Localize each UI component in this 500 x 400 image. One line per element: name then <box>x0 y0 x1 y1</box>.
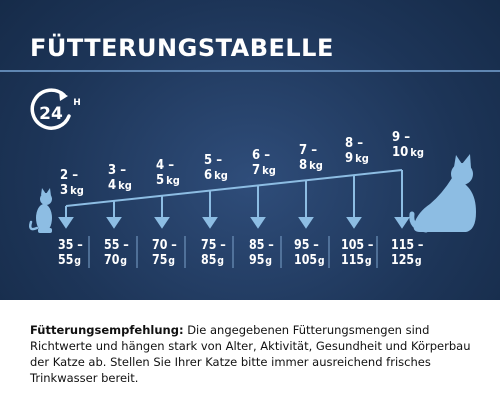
column-dividers <box>88 236 378 268</box>
amount-label: 55 – 70g <box>104 238 129 268</box>
footer-panel: Fütterungsempfehlung: Die angegebenen Fü… <box>0 300 500 400</box>
arrow-group <box>58 170 410 229</box>
large-cat-icon <box>409 154 476 233</box>
page-title: FÜTTERUNGSTABELLE <box>30 34 334 62</box>
24-hour-icon: 24 H <box>30 88 81 130</box>
weight-label: 2 – 3 kg <box>60 168 84 198</box>
weight-label: 5 – 6 kg <box>204 153 228 183</box>
weight-label: 4 – 5 kg <box>156 158 180 188</box>
24-hour-suffix: H <box>73 98 81 108</box>
feeding-infographic <box>29 154 476 268</box>
amount-label: 35 – 55g <box>58 238 83 268</box>
weight-label: 6 – 7 kg <box>252 148 276 178</box>
small-cat-icon <box>29 188 52 233</box>
amount-label: 105 – 115g <box>341 238 374 268</box>
weight-label: 8 – 9 kg <box>345 136 369 166</box>
weight-label: 3 – 4 kg <box>108 163 132 193</box>
recommendation-label: Fütterungsempfehlung: <box>30 323 184 337</box>
24-hour-number: 24 <box>39 104 63 124</box>
amount-label: 95 – 105g <box>294 238 325 268</box>
recommendation-text: Die angegebenen Fütterungsmengen sind Ri… <box>30 323 471 385</box>
feeding-recommendation: Fütterungsempfehlung: Die angegebenen Fü… <box>30 322 475 386</box>
weight-label: 7 – 8 kg <box>299 143 323 173</box>
amount-label: 115 – 125g <box>391 238 424 268</box>
amount-label: 70 – 75g <box>152 238 177 268</box>
weight-slope-line <box>65 169 403 207</box>
title-divider <box>0 70 500 72</box>
amount-label: 75 – 85g <box>201 238 226 268</box>
amount-label: 85 – 95g <box>249 238 274 268</box>
weight-label: 9 – 10 kg <box>392 130 424 160</box>
